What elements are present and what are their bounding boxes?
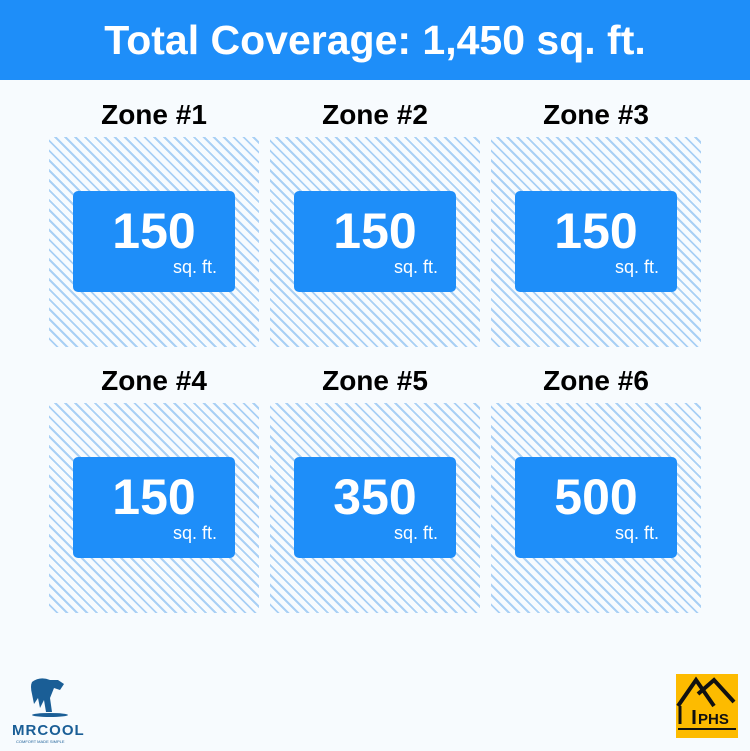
phs-logo: PHS [676, 674, 738, 738]
svg-text:COMFORT MADE SIMPLE: COMFORT MADE SIMPLE [16, 739, 65, 744]
zone-area: 150 sq. ft. [49, 137, 259, 347]
coverage-value: 150 [112, 469, 196, 525]
coverage-card: 150 sq. ft. [73, 191, 235, 292]
zone-6: Zone #6 500 sq. ft. [491, 365, 701, 613]
zone-area: 350 sq. ft. [270, 403, 480, 613]
coverage-card: 350 sq. ft. [294, 457, 456, 558]
coverage-value: 500 [554, 469, 638, 525]
zone-area: 150 sq. ft. [270, 137, 480, 347]
zone-area: 150 sq. ft. [49, 403, 259, 613]
zone-title: Zone #6 [543, 365, 649, 396]
zone-1: Zone #1 150 sq. ft. [49, 99, 259, 347]
svg-text:MRCOOL: MRCOOL [12, 722, 85, 739]
zone-area: 500 sq. ft. [491, 403, 701, 613]
zone-title: Zone #3 [543, 99, 649, 130]
coverage-unit: sq. ft. [614, 257, 659, 277]
coverage-value: 150 [554, 203, 638, 259]
zone-3: Zone #3 150 sq. ft. [491, 99, 701, 347]
coverage-unit: sq. ft. [172, 257, 217, 277]
zone-5: Zone #5 350 sq. ft. [270, 365, 480, 613]
coverage-card: 500 sq. ft. [515, 457, 677, 558]
zone-title: Zone #5 [322, 365, 428, 396]
total-coverage-header: Total Coverage: 1,450 sq. ft. [0, 0, 750, 80]
coverage-unit: sq. ft. [393, 257, 438, 277]
coverage-value: 350 [333, 469, 417, 525]
zone-4: Zone #4 150 sq. ft. [49, 365, 259, 613]
zone-title: Zone #4 [101, 365, 207, 396]
coverage-unit: sq. ft. [172, 523, 217, 543]
coverage-value: 150 [112, 203, 196, 259]
zone-title: Zone #1 [101, 99, 207, 130]
mrcool-logo: MRCOOL COMFORT MADE SIMPLE [10, 668, 110, 746]
coverage-card: 150 sq. ft. [73, 457, 235, 558]
coverage-unit: sq. ft. [393, 523, 438, 543]
zone-2: Zone #2 150 sq. ft. [270, 99, 480, 347]
zone-title: Zone #2 [322, 99, 428, 130]
coverage-value: 150 [333, 203, 417, 259]
svg-text:PHS: PHS [698, 711, 729, 728]
zone-area: 150 sq. ft. [491, 137, 701, 347]
coverage-card: 150 sq. ft. [294, 191, 456, 292]
coverage-card: 150 sq. ft. [515, 191, 677, 292]
coverage-unit: sq. ft. [614, 523, 659, 543]
